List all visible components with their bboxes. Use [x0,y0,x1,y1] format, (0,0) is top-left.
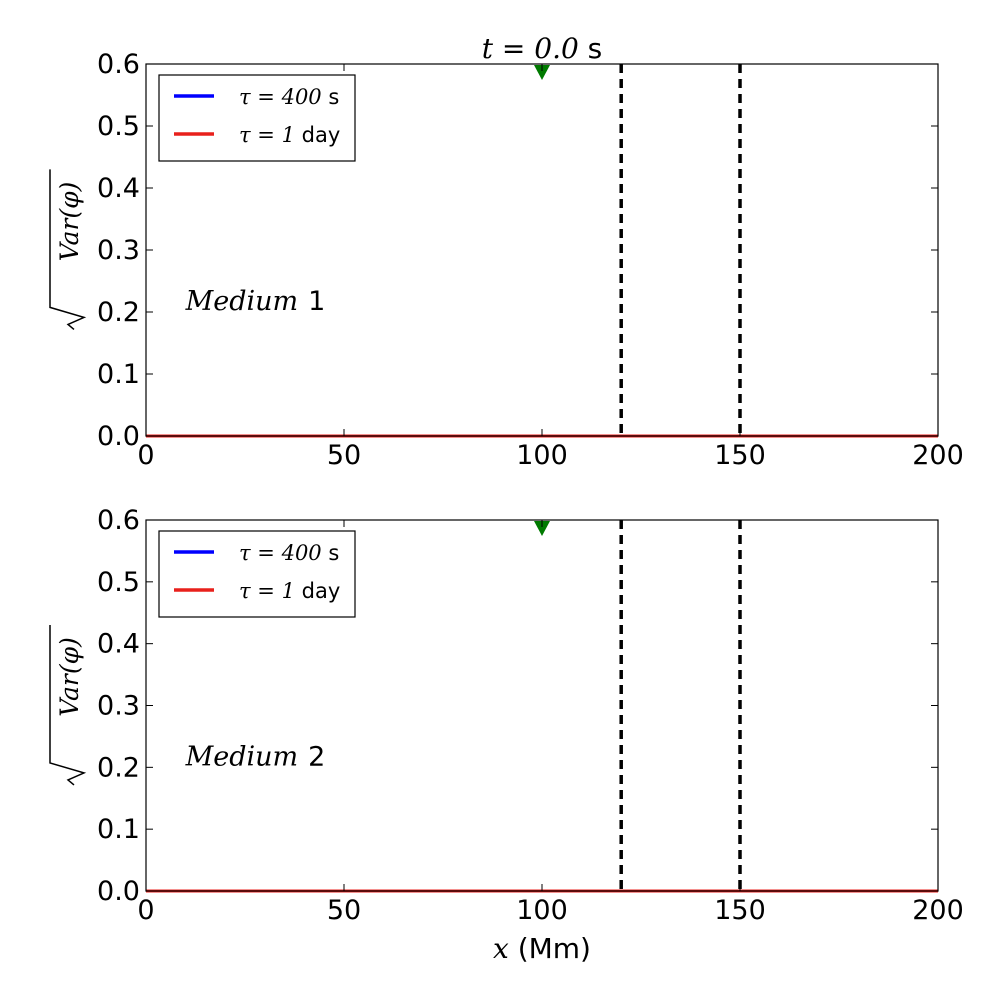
x-tick-label: 0 [137,440,154,471]
y-tick-label: 0.1 [97,814,140,845]
x-tick-label: 100 [516,440,568,471]
y-tick-label: 0.6 [97,49,140,80]
figure-title: t = 0.0 s [482,32,603,65]
x-tick-label: 100 [516,895,568,926]
x-tick-label: 150 [714,895,766,926]
tick-layer: 0 50 100 150 200 0.0 0.1 0.2 0.3 0.4 0.5 0.6 [97,505,964,926]
legend: τ = 400 s τ = 1 day [158,74,356,162]
y-tick-label: 0.4 [97,629,140,660]
y-tick-label: 0.0 [97,421,140,452]
x-axis-label: x (Mm) [493,932,591,965]
subplot-medium-1: 0 50 100 150 200 0.0 0.1 0.2 0.3 0.4 0.5 0.6 Medium… [49,49,964,471]
y-axis-label-text: Var(φ) [55,182,84,262]
legend-label-tau-400s: τ = 400 s [239,85,339,109]
medium-annotation: Medium 2 [185,741,326,772]
y-axis-label-radical [49,624,87,786]
medium-annotation: Medium 1 [185,286,326,317]
x-tick-label: 50 [327,895,361,926]
y-tick-label: 0.5 [97,111,140,142]
vline-layer [619,520,742,891]
y-tick-label: 0.3 [97,235,140,266]
y-axis-label-text: Var(φ) [55,637,84,717]
x-tick-label: 200 [912,440,964,471]
triangle-marker [534,65,550,80]
triangle-marker [534,521,550,536]
y-tick-label: 0.3 [97,691,140,722]
legend-label-tau-1day: τ = 1 day [239,123,340,147]
subplot-medium-2: 0 50 100 150 200 0.0 0.1 0.2 0.3 0.4 0.5 0.6 Medium… [49,505,964,926]
y-tick-label: 0.1 [97,359,140,390]
y-axis-label: Var(φ) [49,169,87,330]
legend: τ = 400 s τ = 1 day [158,530,356,618]
legend-label-tau-400s: τ = 400 s [239,541,339,565]
legend-box [158,530,356,618]
x-tick-label: 150 [714,440,766,471]
y-tick-label: 0.2 [97,297,140,328]
y-tick-label: 0.4 [97,173,140,204]
marker-layer [534,65,550,80]
vline-layer [619,64,742,436]
x-tick-label: 200 [912,895,964,926]
legend-label-tau-1day: τ = 1 day [239,579,340,603]
tick-layer: 0 50 100 150 200 0.0 0.1 0.2 0.3 0.4 0.5 0.6 [97,49,964,471]
x-tick-label: 50 [327,440,361,471]
y-tick-label: 0.6 [97,505,140,536]
x-tick-label: 0 [137,895,154,926]
marker-layer [534,521,550,536]
y-axis-label: Var(φ) [49,624,87,786]
y-tick-label: 0.5 [97,567,140,598]
legend-box [158,74,356,162]
y-tick-label: 0.0 [97,876,140,907]
y-axis-label-radical [49,169,87,330]
y-tick-label: 0.2 [97,752,140,783]
